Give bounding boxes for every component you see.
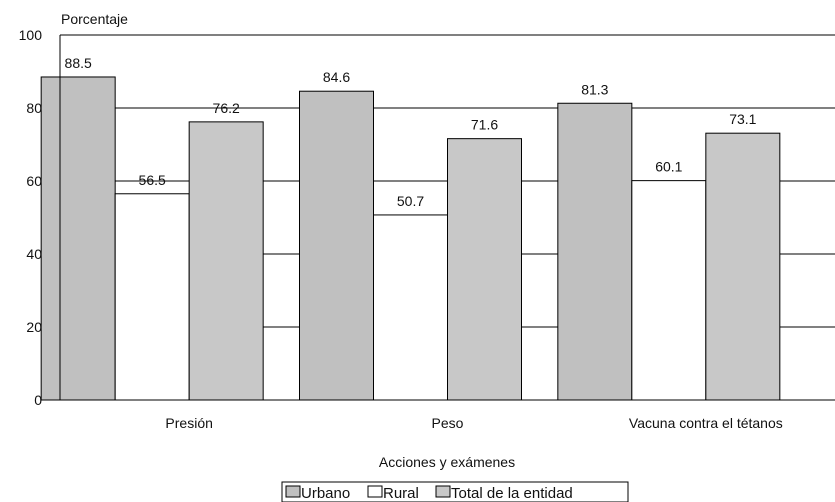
y-axis-title: Porcentaje	[61, 11, 128, 27]
data-labels: 88.5 56.5 76.2 84.6 50.7 71.6 81.3 60.1 73.1	[65, 55, 757, 209]
bar-total-de-la-entidad	[447, 138, 522, 401]
category-label: Peso	[432, 415, 464, 431]
category-label: Presión	[165, 415, 212, 431]
y-tick-label: 40	[26, 246, 42, 262]
x-axis-title: Acciones y exámenes	[379, 454, 515, 470]
bar-urbano	[299, 90, 374, 401]
legend-swatch-total	[435, 485, 451, 498]
y-tick-label: 100	[19, 27, 43, 43]
axes	[59, 35, 835, 401]
legend: Urbano Rural Total de la entidad	[281, 481, 629, 502]
data-label: 84.6	[323, 69, 350, 85]
legend-label-total: Total de la entidad	[451, 485, 573, 502]
data-label: 71.6	[471, 117, 498, 133]
bars	[40, 76, 781, 401]
data-label: 50.7	[397, 193, 424, 209]
legend-swatch-rural	[367, 485, 383, 498]
y-tick-label: 80	[26, 100, 42, 116]
y-tick-label: 0	[34, 392, 42, 408]
data-label: 56.5	[139, 172, 166, 188]
data-label: 76.2	[213, 100, 240, 116]
y-tick-label: 20	[26, 319, 42, 335]
bar-rural	[631, 180, 707, 401]
bar-total-de-la-entidad	[705, 132, 781, 401]
bar-rural	[114, 193, 190, 401]
data-label: 81.3	[581, 81, 608, 97]
bar-rural	[373, 214, 448, 401]
y-tick-labels: 0 20 40 60 80 100	[19, 27, 43, 408]
data-label: 88.5	[65, 55, 92, 71]
bar-urbano	[40, 76, 116, 401]
legend-swatch-urbano	[285, 485, 301, 498]
category-label: Vacuna contra el tétanos	[629, 415, 783, 431]
category-labels: Presión Peso Vacuna contra el tétanos	[165, 415, 782, 431]
bar-urbano	[557, 102, 633, 401]
data-label: 60.1	[655, 159, 682, 175]
data-label: 73.1	[729, 111, 756, 127]
legend-label-urbano: Urbano	[301, 485, 350, 502]
y-tick-label: 60	[26, 173, 42, 189]
legend-label-rural: Rural	[383, 485, 419, 502]
bar-total-de-la-entidad	[188, 121, 264, 401]
